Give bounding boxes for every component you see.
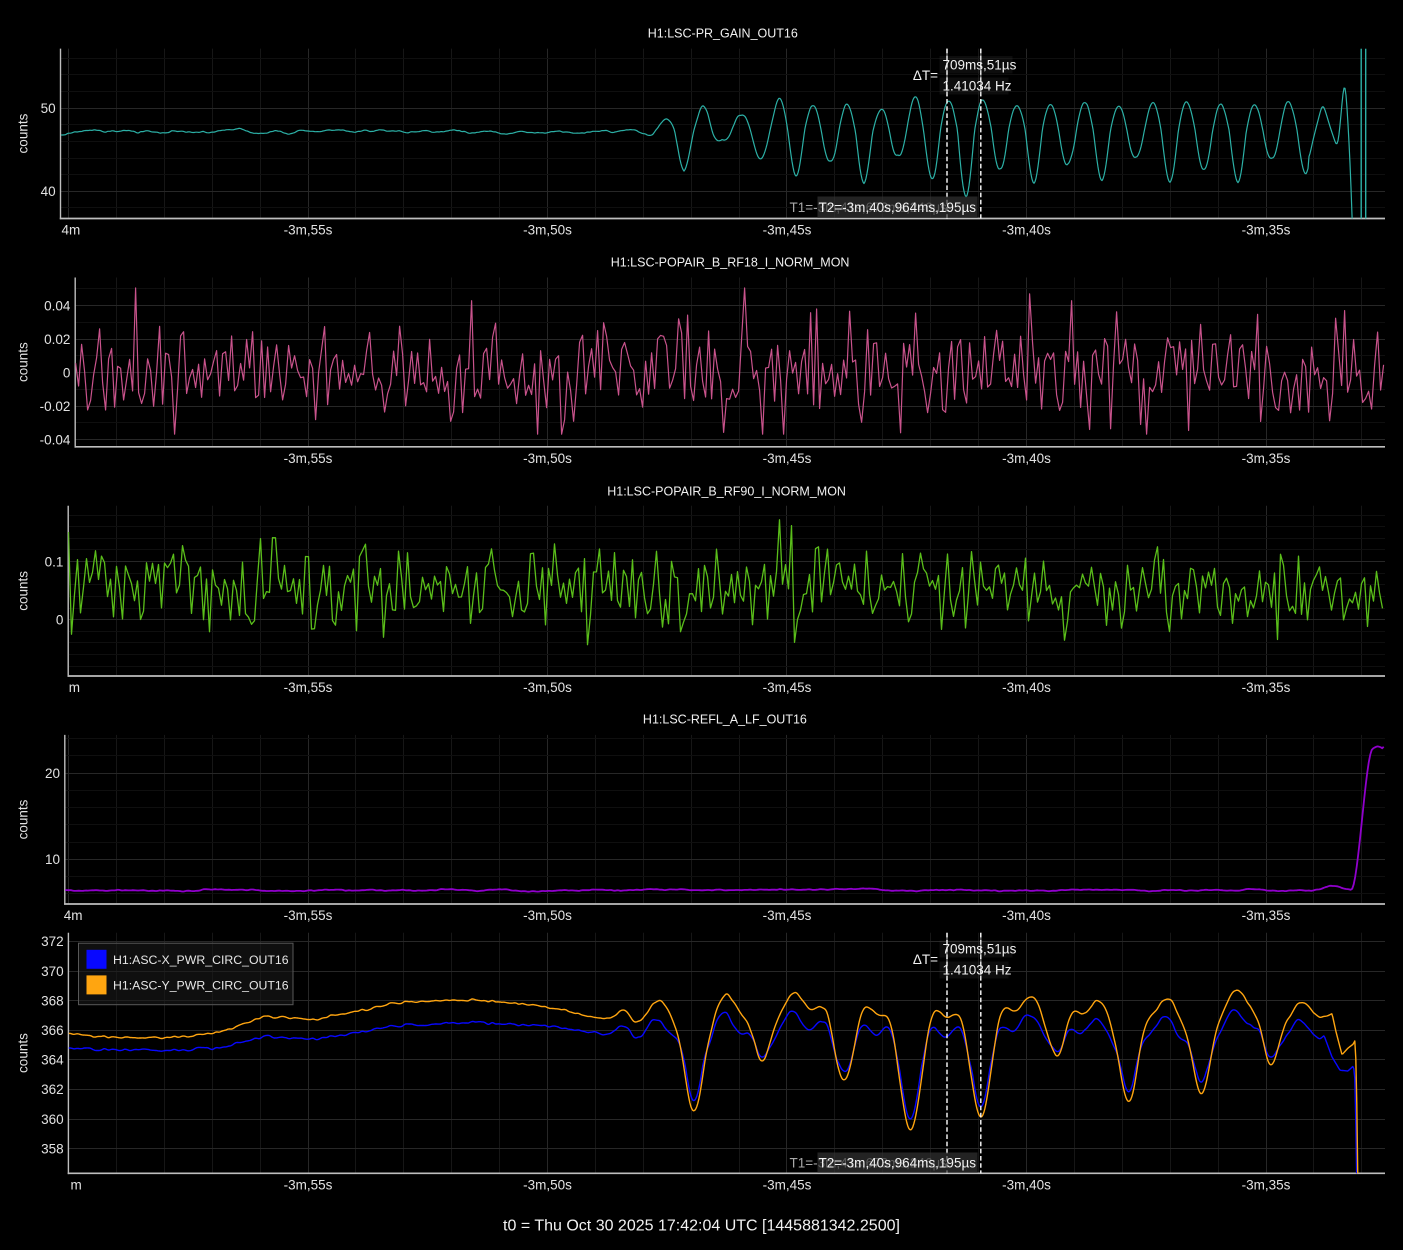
svg-text:-3m,55s: -3m,55s: [284, 908, 333, 923]
svg-text:m: m: [71, 1178, 82, 1193]
svg-text:0: 0: [63, 365, 71, 380]
svg-text:H1:ASC-X_PWR_CIRC_OUT16: H1:ASC-X_PWR_CIRC_OUT16: [113, 953, 289, 967]
svg-text:T2=-3m,40s,964ms,195µs: T2=-3m,40s,964ms,195µs: [819, 200, 977, 215]
svg-text:-3m,55s: -3m,55s: [284, 680, 333, 695]
svg-text:T2=-3m,40s,964ms,195µs: T2=-3m,40s,964ms,195µs: [819, 1155, 977, 1170]
svg-text:4m: 4m: [64, 908, 83, 923]
svg-text:counts: counts: [15, 1033, 30, 1073]
svg-text:-3m,40s: -3m,40s: [1002, 451, 1051, 466]
svg-text:counts: counts: [16, 571, 31, 611]
svg-text:362: 362: [41, 1082, 64, 1097]
svg-text:ΔT=: ΔT=: [913, 68, 938, 83]
svg-text:709ms,51µs: 709ms,51µs: [943, 942, 1017, 957]
svg-text:-3m,40s: -3m,40s: [1002, 908, 1051, 923]
svg-text:-3m,40s: -3m,40s: [1002, 680, 1051, 695]
svg-text:-3m,40s: -3m,40s: [1002, 1178, 1051, 1193]
svg-text:-3m,35s: -3m,35s: [1242, 451, 1291, 466]
svg-text:-3m,35s: -3m,35s: [1242, 680, 1291, 695]
svg-text:-3m,50s: -3m,50s: [523, 908, 572, 923]
svg-text:counts: counts: [16, 113, 31, 153]
svg-text:-0.04: -0.04: [40, 432, 71, 447]
svg-text:counts: counts: [15, 342, 30, 382]
svg-text:ΔT=: ΔT=: [913, 952, 938, 967]
svg-text:709ms,51µs: 709ms,51µs: [943, 58, 1017, 73]
svg-text:372: 372: [41, 934, 64, 949]
svg-text:m: m: [69, 680, 80, 695]
svg-text:366: 366: [41, 1023, 64, 1038]
svg-text:0: 0: [56, 612, 64, 627]
svg-text:360: 360: [41, 1112, 64, 1127]
svg-text:-3m,45s: -3m,45s: [763, 451, 812, 466]
svg-text:-3m,50s: -3m,50s: [523, 680, 572, 695]
svg-text:-0.02: -0.02: [40, 399, 71, 414]
svg-text:-3m,55s: -3m,55s: [284, 1178, 333, 1193]
svg-text:370: 370: [41, 964, 64, 979]
svg-text:368: 368: [41, 993, 64, 1008]
svg-text:-3m,45s: -3m,45s: [763, 680, 812, 695]
svg-text:-3m,50s: -3m,50s: [523, 1178, 572, 1193]
svg-text:4m: 4m: [62, 223, 81, 238]
svg-text:-3m,45s: -3m,45s: [763, 1178, 812, 1193]
svg-text:364: 364: [41, 1053, 64, 1068]
svg-text:0.02: 0.02: [44, 332, 70, 347]
svg-text:counts: counts: [16, 799, 31, 839]
svg-text:0.1: 0.1: [45, 554, 64, 569]
svg-text:-3m,50s: -3m,50s: [523, 223, 572, 238]
svg-text:-3m,35s: -3m,35s: [1242, 223, 1291, 238]
svg-text:1.41034 Hz: 1.41034 Hz: [943, 79, 1012, 94]
svg-text:1.41034 Hz: 1.41034 Hz: [943, 963, 1012, 978]
svg-text:-3m,45s: -3m,45s: [763, 908, 812, 923]
svg-text:t0 = Thu Oct 30 2025 17:42:04: t0 = Thu Oct 30 2025 17:42:04 UTC [14458…: [503, 1218, 900, 1235]
svg-text:40: 40: [41, 184, 56, 199]
svg-text:-3m,40s: -3m,40s: [1002, 223, 1051, 238]
svg-text:H1:LSC-PR_GAIN_OUT16: H1:LSC-PR_GAIN_OUT16: [648, 27, 798, 41]
svg-text:-3m,45s: -3m,45s: [763, 223, 812, 238]
svg-text:0.04: 0.04: [44, 298, 71, 313]
svg-text:-3m,55s: -3m,55s: [284, 223, 333, 238]
svg-text:H1:ASC-Y_PWR_CIRC_OUT16: H1:ASC-Y_PWR_CIRC_OUT16: [113, 979, 289, 993]
svg-text:50: 50: [41, 101, 56, 116]
svg-text:-3m,55s: -3m,55s: [284, 451, 333, 466]
svg-text:-3m,35s: -3m,35s: [1242, 1178, 1291, 1193]
svg-text:358: 358: [41, 1141, 64, 1156]
svg-text:H1:LSC-POPAIR_B_RF90_I_NORM_MO: H1:LSC-POPAIR_B_RF90_I_NORM_MON: [607, 485, 846, 499]
svg-text:10: 10: [45, 852, 60, 867]
svg-text:-3m,50s: -3m,50s: [523, 451, 572, 466]
svg-text:H1:LSC-POPAIR_B_RF18_I_NORM_MO: H1:LSC-POPAIR_B_RF18_I_NORM_MON: [611, 256, 850, 270]
svg-text:H1:LSC-REFL_A_LF_OUT16: H1:LSC-REFL_A_LF_OUT16: [643, 713, 807, 727]
svg-text:-3m,35s: -3m,35s: [1242, 908, 1291, 923]
svg-text:20: 20: [45, 766, 60, 781]
